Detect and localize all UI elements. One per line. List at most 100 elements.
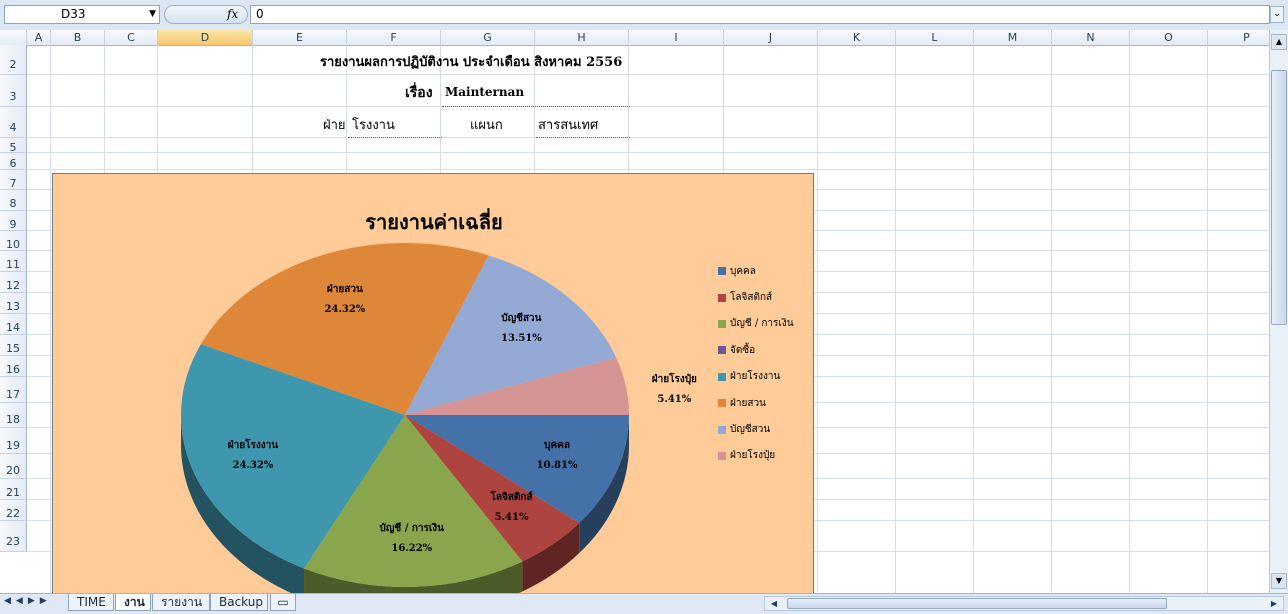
pie-slice-2[interactable]	[304, 415, 523, 587]
chart-legend[interactable]: บุคคล โลจิสติกส์ บัญชี / การเงิน จัดซื้อ ฝ่า…	[718, 258, 794, 469]
pie-label-name: บุคคล	[544, 440, 570, 452]
sheet-tab-0[interactable]: TIME	[68, 594, 114, 611]
row-header-13[interactable]: 13	[0, 293, 27, 314]
last-sheet-icon[interactable]: ▶	[39, 596, 52, 606]
row-header-2[interactable]: 2	[0, 45, 27, 75]
expand-formula-bar-button[interactable]: ⌄	[1270, 6, 1284, 23]
row-header-3[interactable]: 3	[0, 75, 27, 107]
row-header-11[interactable]: 11	[0, 251, 27, 272]
vertical-scroll-thumb[interactable]	[1271, 70, 1287, 325]
legend-item-3[interactable]: จัดซื้อ	[718, 337, 794, 363]
row-header-14[interactable]: 14	[0, 314, 27, 335]
first-sheet-icon[interactable]: ◀	[4, 596, 16, 606]
chevron-down-icon[interactable]: ▼	[149, 9, 156, 19]
legend-label: ฝ่ายสวน	[730, 397, 766, 409]
column-header-c[interactable]: C	[105, 30, 158, 45]
row-header-21[interactable]: 21	[0, 479, 27, 500]
column-header-k[interactable]: K	[818, 30, 896, 45]
legend-swatch	[718, 319, 726, 328]
legend-item-6[interactable]: บัญชีสวน	[718, 416, 794, 442]
insert-sheet-icon[interactable]: ▭	[270, 594, 296, 611]
vertical-scrollbar[interactable]: ▲ ▼	[1269, 30, 1288, 593]
row-header-19[interactable]: 19	[0, 428, 27, 454]
row-header-16[interactable]: 16	[0, 356, 27, 377]
sheet-navigation[interactable]: ◀◀▶▶	[4, 596, 52, 606]
formula-input[interactable]: 0	[250, 5, 1270, 24]
pie-slice-6[interactable]	[405, 255, 617, 415]
column-header-m[interactable]: M	[974, 30, 1052, 45]
column-header-g[interactable]: G	[441, 30, 535, 45]
pie-label-value: 16.22%	[391, 542, 433, 554]
legend-item-7[interactable]: ฝ่ายโรงปุ๋ย	[718, 443, 794, 469]
next-sheet-icon[interactable]: ▶	[27, 596, 40, 606]
pie-slice-1[interactable]	[405, 415, 580, 562]
select-all-corner[interactable]	[0, 30, 27, 45]
row-header-15[interactable]: 15	[0, 335, 27, 356]
column-header-a[interactable]: A	[27, 30, 51, 45]
pie-slice-0[interactable]	[405, 415, 629, 524]
pie-label-5: ฝ่ายสวน 24.32%	[324, 280, 365, 320]
row-header-5[interactable]: 5	[0, 138, 27, 154]
chevron-down-icon: ⌄	[1273, 9, 1281, 19]
pie-slice-4[interactable]	[181, 344, 405, 569]
column-header-o[interactable]: O	[1130, 30, 1208, 45]
legend-swatch	[718, 346, 726, 355]
scroll-up-button[interactable]: ▲	[1271, 34, 1287, 50]
department-value-cell[interactable]: สารสนเทศ	[538, 118, 599, 133]
formula-buttons: fx	[164, 5, 248, 24]
pie-label-2: บัญชี / การเงิน 16.22%	[380, 519, 444, 559]
division-value-cell[interactable]: โรงงาน	[352, 118, 395, 133]
scroll-down-button[interactable]: ▼	[1271, 573, 1287, 589]
row-header-17[interactable]: 17	[0, 377, 27, 403]
pie-slice-7[interactable]	[405, 357, 629, 415]
row-header-6[interactable]: 6	[0, 153, 27, 170]
column-header-b[interactable]: B	[51, 30, 105, 45]
department-label-cell[interactable]: แผนก	[470, 118, 503, 133]
sheet-tab-3[interactable]: Backup	[210, 594, 268, 611]
row-header-4[interactable]: 4	[0, 107, 27, 138]
legend-item-2[interactable]: บัญชี / การเงิน	[718, 311, 794, 337]
scroll-right-button[interactable]: ▶	[1270, 599, 1278, 608]
grid-row-line	[27, 169, 1270, 170]
row-header-22[interactable]: 22	[0, 500, 27, 521]
column-header-n[interactable]: N	[1052, 30, 1130, 45]
row-header-9[interactable]: 9	[0, 211, 27, 231]
insert-function-icon[interactable]: fx	[227, 7, 239, 21]
grid-row-line	[27, 152, 1270, 153]
pie-label-value: 5.41%	[494, 511, 529, 523]
sheet-tab-1[interactable]: งาน	[115, 594, 151, 611]
subject-label-cell[interactable]: เรื่อง	[405, 85, 433, 101]
row-header-7[interactable]: 7	[0, 170, 27, 190]
column-header-j[interactable]: J	[724, 30, 818, 45]
legend-item-0[interactable]: บุคคล	[718, 258, 794, 284]
column-header-d[interactable]: D	[158, 30, 253, 45]
division-label-cell[interactable]: ฝ่าย	[323, 118, 346, 133]
chart-title[interactable]: รายงานค่าเฉลี่ย	[365, 210, 503, 234]
subject-value-cell[interactable]: Mainternan	[445, 85, 525, 99]
scroll-left-button[interactable]: ◀	[770, 599, 778, 608]
column-header-h[interactable]: H	[535, 30, 629, 45]
legend-item-1[interactable]: โลจิสติกส์	[718, 284, 794, 310]
pie-slice-5[interactable]	[200, 243, 489, 415]
column-header-i[interactable]: I	[629, 30, 724, 45]
pie-chart[interactable]: รายงานค่าเฉลี่ย บุคคล โลจิสติกส์ บัญชี / ก…	[52, 173, 814, 598]
column-header-e[interactable]: E	[253, 30, 347, 45]
name-box[interactable]: D33 ▼	[4, 5, 160, 24]
row-header-8[interactable]: 8	[0, 190, 27, 211]
sheet-tab-2[interactable]: รายงาน	[152, 594, 210, 611]
column-header-f[interactable]: F	[347, 30, 441, 45]
row-header-23[interactable]: 23	[0, 521, 27, 552]
row-header-18[interactable]: 18	[0, 403, 27, 428]
legend-item-4[interactable]: ฝ่ายโรงงาน	[718, 364, 794, 390]
row-header-12[interactable]: 12	[0, 272, 27, 293]
previous-sheet-icon[interactable]: ◀	[15, 596, 28, 606]
report-title-cell[interactable]: รายงานผลการปฏิบัติงาน ประจำเดือน สิงหาคม…	[320, 55, 623, 70]
legend-item-5[interactable]: ฝ่ายสวน	[718, 390, 794, 416]
horizontal-scrollbar[interactable]: ◀ ▶	[764, 596, 1284, 611]
legend-swatch	[718, 293, 726, 302]
column-header-l[interactable]: L	[896, 30, 974, 45]
pie-label-7: ฝ่ายโรงปุ๋ย 5.41%	[652, 370, 697, 410]
row-header-10[interactable]: 10	[0, 231, 27, 251]
row-header-20[interactable]: 20	[0, 454, 27, 479]
horizontal-scroll-thumb[interactable]	[787, 598, 1167, 609]
